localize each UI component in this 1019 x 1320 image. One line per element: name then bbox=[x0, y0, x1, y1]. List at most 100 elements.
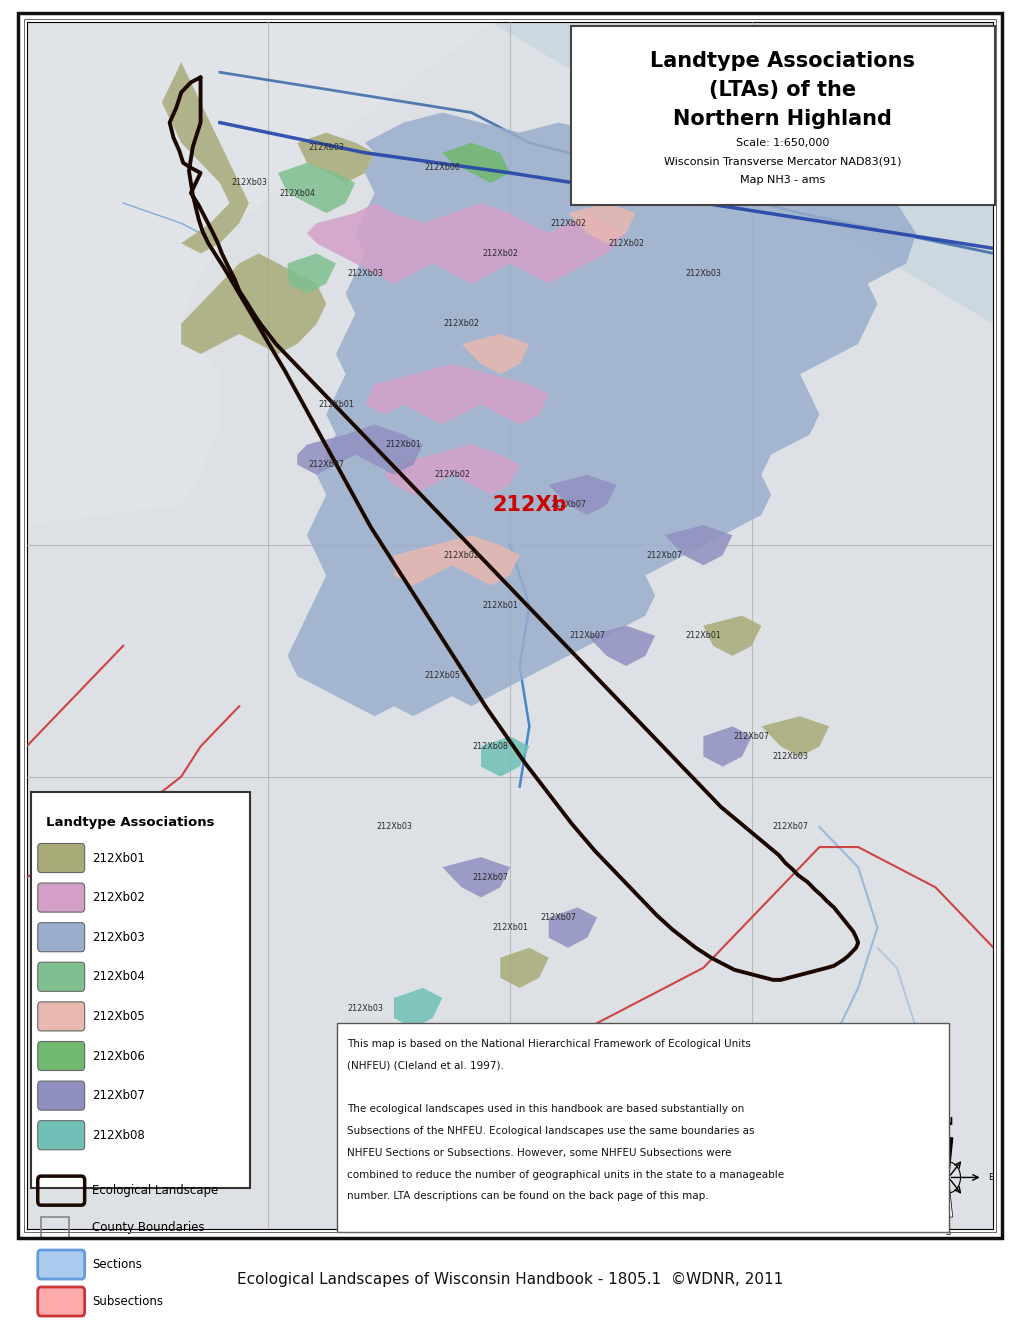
Polygon shape bbox=[277, 162, 355, 213]
Text: 212Xb01: 212Xb01 bbox=[92, 851, 145, 865]
Text: This map is based on the National Hierarchical Framework of Ecological Units: This map is based on the National Hierar… bbox=[346, 1039, 750, 1049]
Polygon shape bbox=[162, 62, 249, 253]
Text: 32: 32 bbox=[651, 1199, 663, 1209]
Text: 212Xb07: 212Xb07 bbox=[569, 631, 604, 640]
Text: Kilometers: Kilometers bbox=[664, 1187, 719, 1197]
Bar bbox=[510, 1185, 584, 1199]
Text: 212Xb01: 212Xb01 bbox=[318, 400, 354, 409]
Text: Northern Highland: Northern Highland bbox=[673, 108, 892, 129]
Text: 212Xb01: 212Xb01 bbox=[491, 923, 528, 932]
Text: 22: 22 bbox=[651, 1155, 663, 1166]
Polygon shape bbox=[948, 1138, 952, 1177]
Text: 212Xb03: 212Xb03 bbox=[346, 1003, 382, 1012]
Text: combined to reduce the number of geographical units in the state to a manageable: combined to reduce the number of geograp… bbox=[346, 1170, 784, 1180]
Polygon shape bbox=[287, 253, 335, 293]
Text: 212Xb03: 212Xb03 bbox=[346, 269, 382, 279]
Text: 212Xb02: 212Xb02 bbox=[482, 249, 518, 257]
Polygon shape bbox=[297, 132, 374, 183]
Polygon shape bbox=[948, 1177, 952, 1217]
Text: 24: 24 bbox=[577, 1199, 590, 1209]
Text: 0: 0 bbox=[359, 1155, 365, 1166]
Text: 212Xb05: 212Xb05 bbox=[92, 1010, 145, 1023]
Text: 212Xb01: 212Xb01 bbox=[482, 601, 518, 610]
Bar bbox=[436, 1166, 510, 1179]
Text: S: S bbox=[945, 1228, 951, 1237]
Text: The ecological landscapes used in this handbook are based substantially on: The ecological landscapes used in this h… bbox=[346, 1104, 743, 1114]
Polygon shape bbox=[481, 737, 529, 776]
Text: 212Xb04: 212Xb04 bbox=[279, 189, 315, 198]
Text: 212Xb05: 212Xb05 bbox=[424, 672, 460, 681]
Text: 16.5: 16.5 bbox=[573, 1155, 594, 1166]
Text: 212Xb02: 212Xb02 bbox=[443, 319, 479, 329]
Text: 212Xb02: 212Xb02 bbox=[549, 219, 586, 227]
Text: 212Xb07: 212Xb07 bbox=[771, 822, 808, 832]
Text: 212Xb08: 212Xb08 bbox=[472, 742, 508, 751]
Text: 212Xb07: 212Xb07 bbox=[549, 500, 586, 510]
Polygon shape bbox=[944, 1138, 948, 1177]
Polygon shape bbox=[577, 132, 722, 203]
Text: NHFEU Sections or Subsections. However, some NHFEU Subsections were: NHFEU Sections or Subsections. However, … bbox=[346, 1147, 731, 1158]
Text: 212Xb01: 212Xb01 bbox=[385, 440, 421, 449]
Text: N: N bbox=[944, 1117, 952, 1127]
Polygon shape bbox=[587, 626, 654, 665]
Text: 212Xb03: 212Xb03 bbox=[92, 931, 145, 944]
Text: Map NH3 - ams: Map NH3 - ams bbox=[740, 174, 824, 185]
Text: 212Xb02: 212Xb02 bbox=[443, 550, 479, 560]
Polygon shape bbox=[548, 907, 596, 948]
Text: number. LTA descriptions can be found on the back page of this map.: number. LTA descriptions can be found on… bbox=[346, 1191, 708, 1201]
Polygon shape bbox=[384, 445, 519, 495]
Polygon shape bbox=[703, 615, 760, 656]
Bar bbox=[510, 1166, 584, 1179]
Text: 212Xb03: 212Xb03 bbox=[685, 269, 720, 279]
Polygon shape bbox=[462, 334, 529, 374]
Bar bbox=[362, 1166, 398, 1179]
Text: 212Xb03: 212Xb03 bbox=[771, 752, 808, 762]
Text: 212Xb05: 212Xb05 bbox=[588, 178, 624, 187]
Text: Scale: 1:650,000: Scale: 1:650,000 bbox=[736, 137, 828, 148]
Text: Ecological Landscape: Ecological Landscape bbox=[92, 1184, 218, 1197]
Text: County Boundaries: County Boundaries bbox=[92, 1221, 204, 1234]
Polygon shape bbox=[307, 203, 626, 284]
Polygon shape bbox=[568, 203, 635, 243]
Text: E: E bbox=[986, 1173, 991, 1181]
Text: 212Xb06: 212Xb06 bbox=[92, 1049, 145, 1063]
Bar bbox=[398, 1166, 436, 1179]
Text: 212Xb02: 212Xb02 bbox=[607, 239, 643, 248]
Polygon shape bbox=[26, 22, 490, 525]
Text: 212Xb03: 212Xb03 bbox=[308, 144, 343, 152]
Text: Landtype Associations: Landtype Associations bbox=[650, 50, 914, 71]
Text: 212Xb03: 212Xb03 bbox=[376, 822, 412, 832]
Text: 212Xb07: 212Xb07 bbox=[308, 461, 344, 469]
Polygon shape bbox=[442, 143, 510, 183]
Polygon shape bbox=[703, 726, 751, 767]
Text: 11: 11 bbox=[503, 1155, 516, 1166]
Text: 212Xb07: 212Xb07 bbox=[733, 731, 769, 741]
Text: Ecological Landscapes of Wisconsin Handbook - 1805.1  ©WDNR, 2011: Ecological Landscapes of Wisconsin Handb… bbox=[236, 1271, 783, 1287]
Polygon shape bbox=[297, 425, 423, 475]
Text: Subsections of the NHFEU. Ecological landscapes use the same boundaries as: Subsections of the NHFEU. Ecological lan… bbox=[346, 1126, 754, 1137]
Polygon shape bbox=[944, 1177, 948, 1217]
Polygon shape bbox=[490, 22, 993, 323]
Bar bbox=[584, 1185, 657, 1199]
Text: Miles: Miles bbox=[664, 1167, 691, 1177]
Polygon shape bbox=[500, 948, 548, 987]
Polygon shape bbox=[760, 717, 828, 756]
Text: 212Xb03: 212Xb03 bbox=[230, 178, 267, 187]
Text: 212Xb08: 212Xb08 bbox=[92, 1129, 145, 1142]
Bar bbox=[362, 1185, 398, 1199]
Text: 212Xb07: 212Xb07 bbox=[540, 913, 576, 921]
Polygon shape bbox=[548, 475, 615, 515]
Text: W: W bbox=[901, 1173, 909, 1181]
Text: Sections: Sections bbox=[92, 1258, 142, 1271]
Text: 4: 4 bbox=[395, 1199, 401, 1209]
Polygon shape bbox=[442, 857, 510, 898]
Text: 212Xb02: 212Xb02 bbox=[92, 891, 145, 904]
Text: (NHFEU) (Cleland et al. 1997).: (NHFEU) (Cleland et al. 1997). bbox=[346, 1061, 503, 1071]
Text: 8: 8 bbox=[432, 1199, 439, 1209]
Text: 2.75: 2.75 bbox=[388, 1155, 410, 1166]
Text: 212Xb01: 212Xb01 bbox=[685, 631, 720, 640]
Text: 0: 0 bbox=[359, 1199, 365, 1209]
Text: 5.5: 5.5 bbox=[428, 1155, 443, 1166]
Polygon shape bbox=[393, 987, 442, 1028]
Text: 212Xb: 212Xb bbox=[491, 495, 567, 515]
